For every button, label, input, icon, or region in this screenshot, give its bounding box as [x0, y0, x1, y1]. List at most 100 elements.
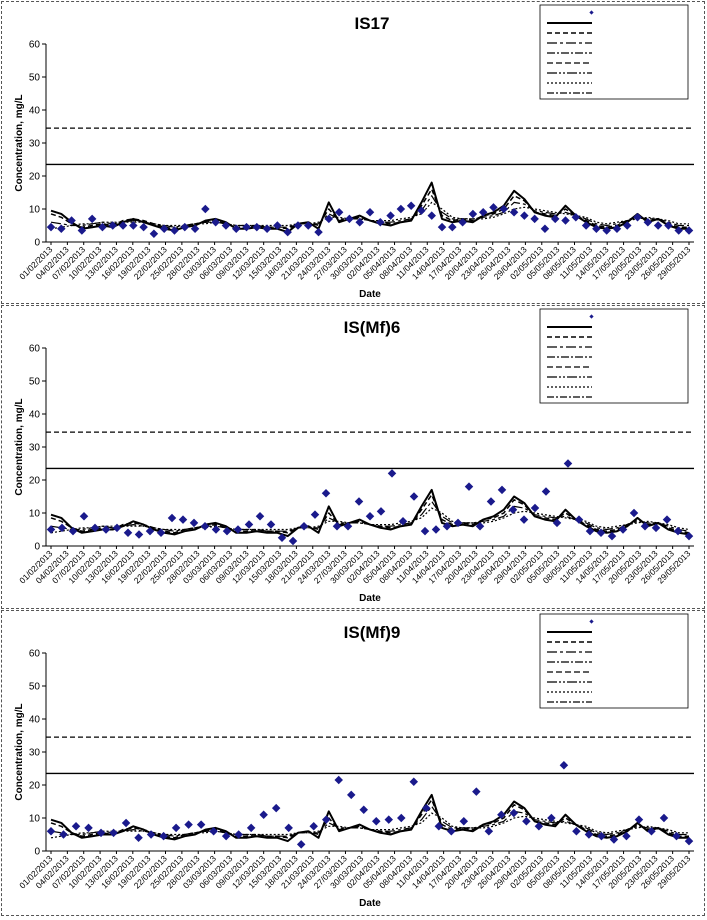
- observed-point-marker: [334, 775, 343, 785]
- observed-point-marker: [448, 222, 457, 232]
- y-tick-label: 20: [29, 781, 41, 792]
- observed-point-marker: [262, 224, 272, 234]
- observed-point-marker: [530, 503, 540, 513]
- y-tick-label: 10: [29, 814, 41, 825]
- observed-point-marker: [209, 826, 218, 836]
- y-tick-label: 60: [29, 649, 41, 660]
- observed-point-marker: [497, 485, 507, 495]
- observed-point-marker: [321, 815, 331, 824]
- observed-point-marker: [178, 515, 188, 524]
- observed-point-marker: [376, 507, 386, 516]
- observed-point-marker: [427, 211, 436, 220]
- observed-point-marker: [345, 214, 354, 224]
- observed-point-marker: [346, 790, 356, 800]
- observed-point-marker: [458, 217, 467, 227]
- observed-point-marker: [561, 216, 570, 225]
- observed-point-marker: [574, 515, 584, 524]
- observed-point-marker: [522, 817, 531, 826]
- observed-point-marker: [321, 488, 331, 498]
- observed-point-marker: [459, 817, 469, 826]
- observed-point-marker: [540, 224, 550, 234]
- observed-point-marker: [434, 822, 444, 831]
- observed-point-marker: [633, 213, 642, 222]
- observed-point-marker: [314, 227, 323, 237]
- observed-point-marker: [659, 813, 669, 823]
- observed-point-marker: [277, 533, 287, 542]
- observed-point-marker: [296, 840, 306, 849]
- observed-point-marker: [284, 823, 293, 833]
- observed-point-marker: [200, 521, 210, 531]
- observed-point-marker: [519, 515, 529, 524]
- observed-point-marker: [112, 523, 122, 533]
- observed-point-marker: [310, 510, 320, 519]
- observed-point-marker: [324, 214, 334, 224]
- observed-point-marker: [121, 818, 131, 828]
- observed-point-marker: [57, 224, 66, 234]
- model-series-line-1: [50, 793, 689, 843]
- observed-point-marker: [489, 203, 498, 212]
- observed-point-marker: [46, 222, 56, 232]
- observed-point-marker: [252, 222, 262, 232]
- observed-point-marker: [372, 817, 381, 826]
- observed-point-marker: [259, 810, 268, 819]
- y-tick-label: 10: [29, 205, 41, 216]
- observed-point-marker: [520, 211, 529, 220]
- y-tick-label: 20: [29, 172, 41, 183]
- observed-point-marker: [242, 222, 251, 232]
- observed-point-marker: [387, 469, 397, 478]
- y-tick-label: 40: [29, 106, 41, 117]
- observed-point-marker: [190, 224, 200, 234]
- observed-point-marker: [139, 222, 148, 232]
- y-axis-label: Concentration, mg/L: [14, 94, 25, 191]
- chart-panel-1: IS17 0 10 20 30 40 50 60 Concentration, mg/L 01/0…: [1, 1, 705, 304]
- x-axis-label: Date: [359, 289, 381, 300]
- model-series-line-4: [50, 812, 689, 839]
- observed-point-marker: [167, 513, 177, 523]
- observed-point-marker: [246, 823, 256, 833]
- observed-point-marker: [559, 760, 569, 770]
- observed-point-marker: [359, 805, 368, 814]
- observed-point-marker: [273, 221, 282, 230]
- observed-point-marker: [386, 211, 395, 220]
- observed-point-marker: [98, 222, 107, 232]
- observed-point-marker: [231, 224, 241, 234]
- observed-point-marker: [420, 526, 430, 536]
- observed-point-marker: [634, 815, 644, 824]
- observed-point-marker: [468, 209, 478, 219]
- observed-point-marker: [149, 229, 159, 238]
- observed-point-marker: [134, 833, 143, 843]
- observed-point-marker: [354, 497, 364, 506]
- observed-point-marker: [447, 826, 456, 836]
- observed-point-marker: [159, 224, 169, 234]
- observed-point-marker: [409, 492, 419, 501]
- observed-point-marker: [486, 497, 496, 506]
- observed-point-marker: [552, 518, 562, 528]
- observed-point-marker: [67, 216, 76, 225]
- observed-point-marker: [406, 201, 416, 210]
- observed-point-marker: [171, 823, 181, 833]
- y-tick-label: 30: [29, 748, 41, 759]
- observed-point-marker: [622, 831, 631, 841]
- observed-point-marker: [118, 221, 128, 230]
- observed-point-marker: [129, 221, 138, 230]
- observed-point-marker: [376, 217, 385, 227]
- observed-point-marker: [283, 227, 292, 237]
- observed-point-marker: [396, 204, 406, 214]
- observed-point-marker: [397, 813, 406, 823]
- observed-point-marker: [509, 808, 519, 818]
- observed-point-marker: [585, 526, 595, 536]
- observed-point-marker: [343, 521, 353, 531]
- y-axis-label: Concentration, mg/L: [14, 398, 25, 495]
- y-tick-label: 50: [29, 73, 41, 84]
- observed-point-marker: [464, 482, 474, 491]
- observed-point-marker: [189, 518, 199, 528]
- observed-point-marker: [266, 520, 276, 529]
- observed-point-marker: [497, 810, 506, 819]
- observed-point-marker: [563, 459, 573, 468]
- y-tick-label: 0: [34, 238, 40, 249]
- observed-point-marker: [46, 826, 56, 836]
- observed-point-marker: [629, 508, 639, 518]
- observed-point-marker: [84, 823, 93, 833]
